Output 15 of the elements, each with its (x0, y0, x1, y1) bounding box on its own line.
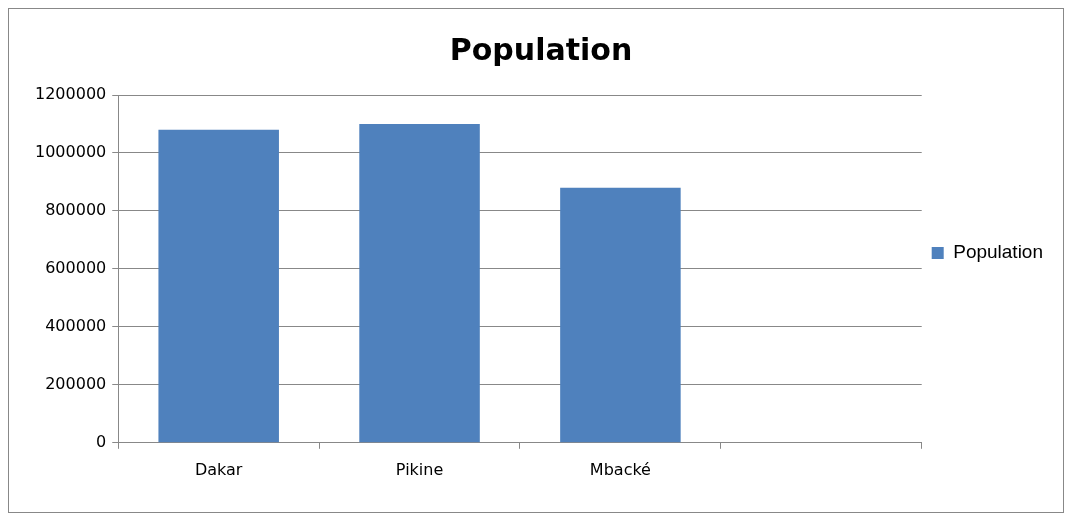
y-tick-label: 200000 (45, 373, 107, 393)
x-tick-label: Dakar (194, 459, 243, 479)
y-tick-label: 0 (96, 431, 107, 451)
legend-label: Population (953, 241, 1043, 263)
x-tick-label: Pikine (395, 459, 444, 479)
chart-title: Population (449, 31, 633, 67)
y-tick-label: 400000 (45, 316, 107, 336)
y-tick-label: 1200000 (34, 84, 107, 104)
bar (560, 187, 681, 443)
y-tick-label: 800000 (45, 200, 107, 220)
y-tick-label: 600000 (45, 258, 107, 278)
y-tick-label: 1000000 (34, 142, 107, 162)
x-tick-label: Mbacké (589, 459, 651, 479)
bar (359, 123, 480, 443)
bar (158, 129, 279, 443)
